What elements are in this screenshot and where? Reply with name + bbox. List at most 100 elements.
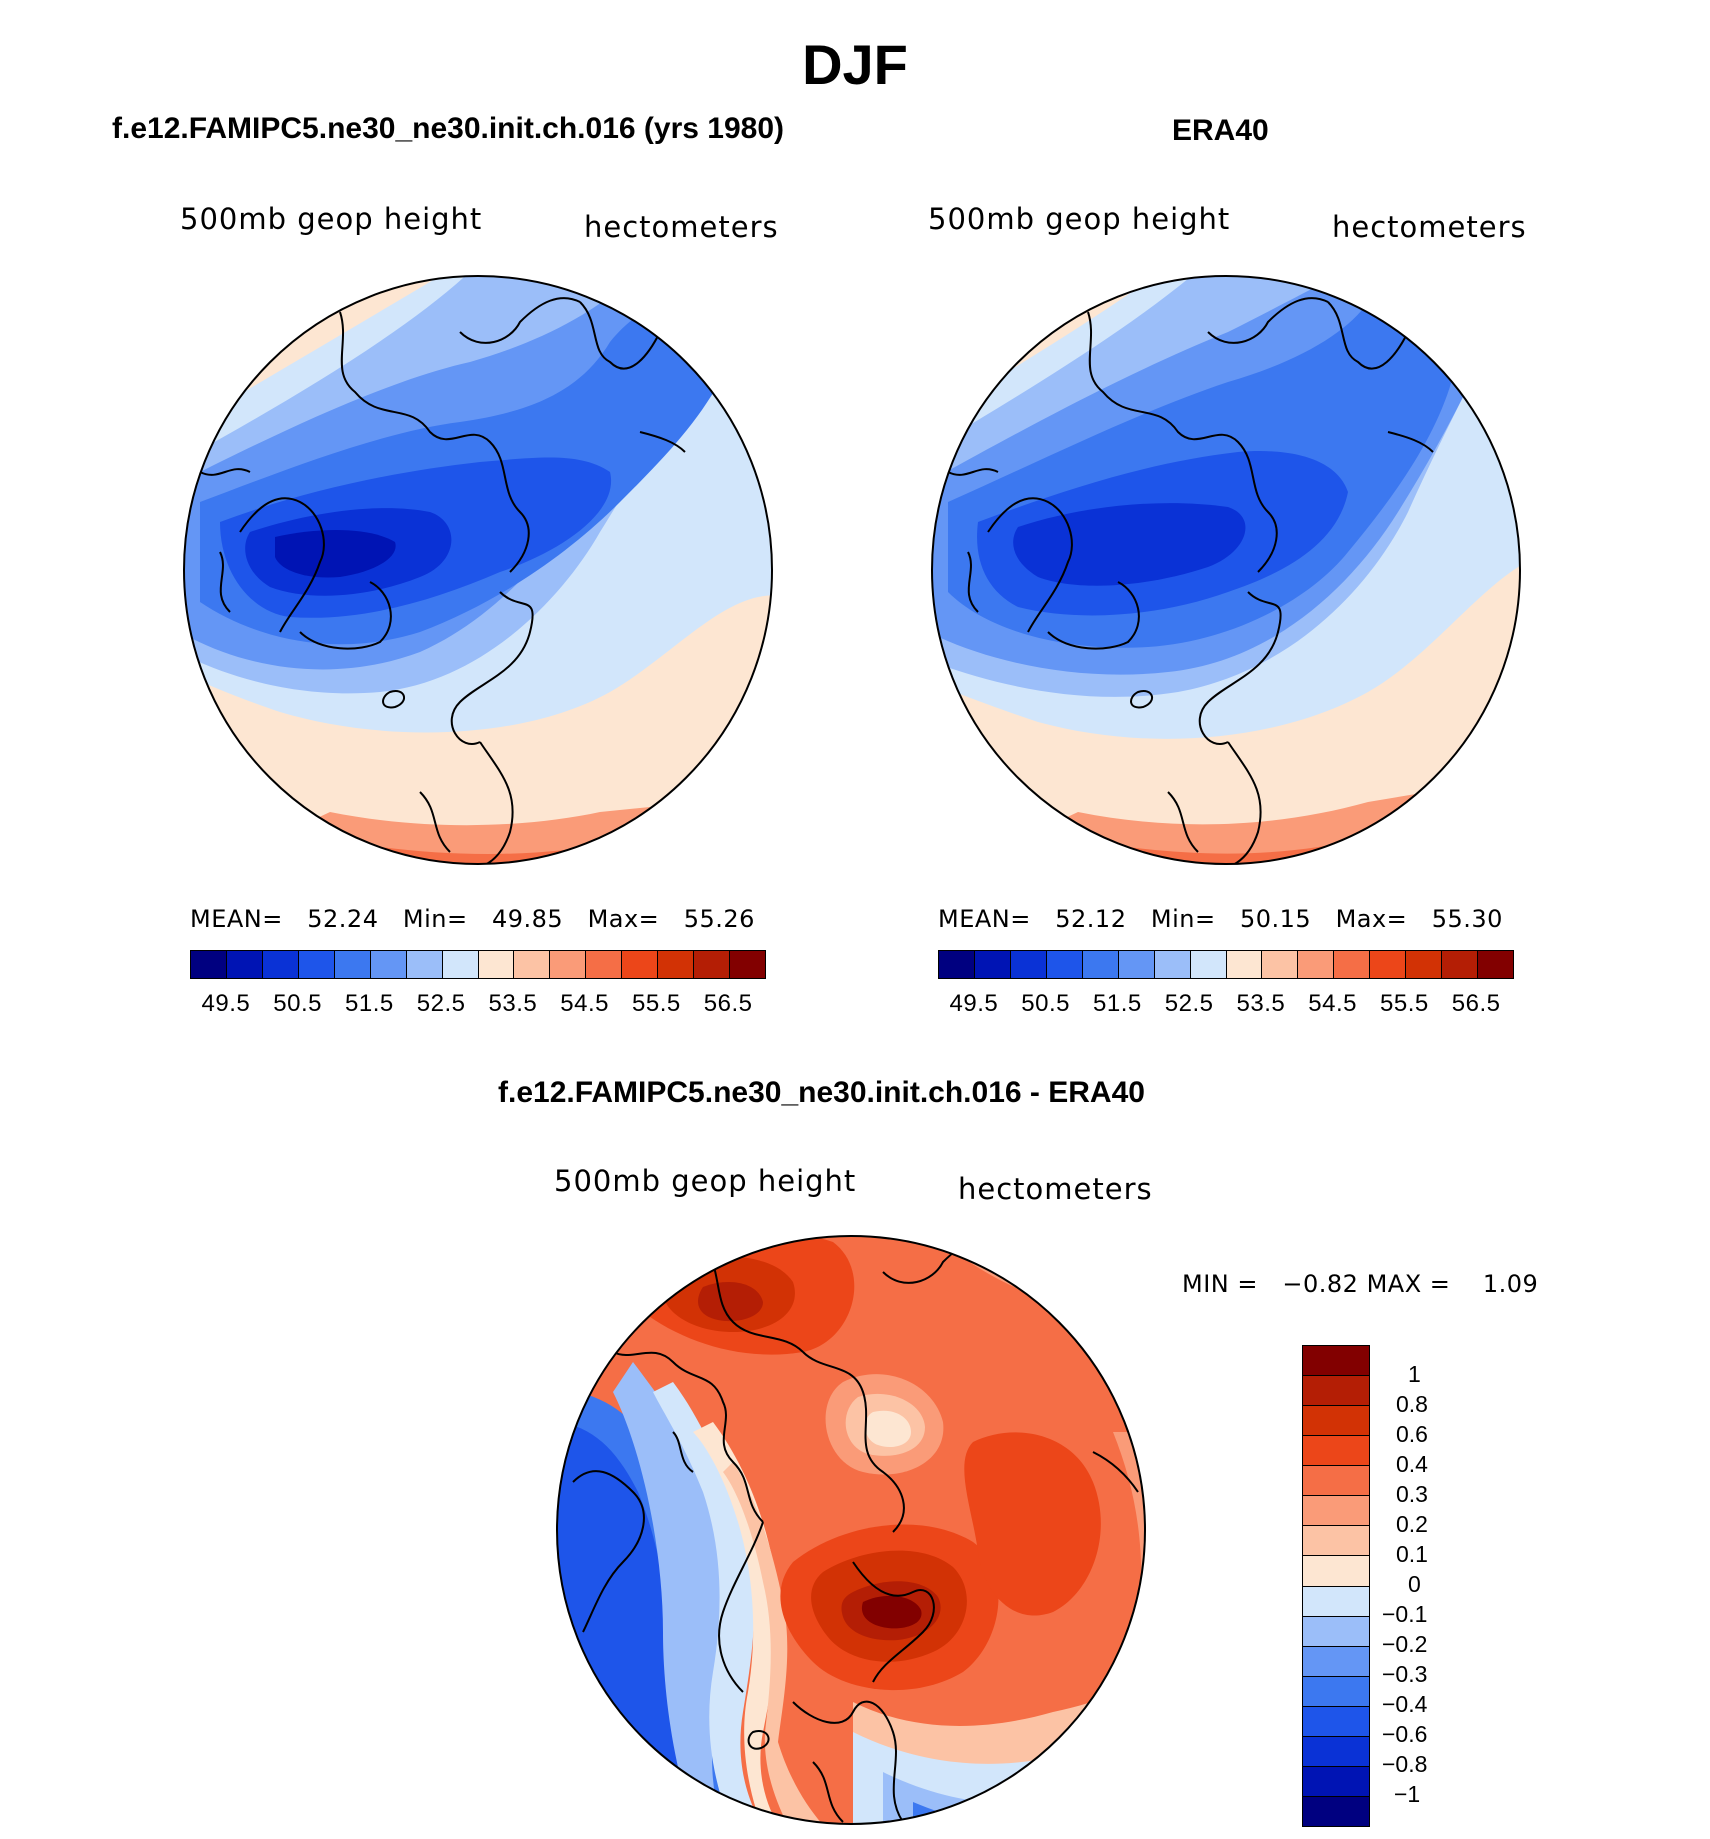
colorbar-swatch: [1334, 951, 1371, 978]
colorbar-tick-label: 0.1: [1396, 1541, 1428, 1567]
obs-units-label: hectometers: [1332, 210, 1527, 244]
colorbar-swatch: [1303, 1406, 1369, 1437]
colorbar-swatch: [1303, 1796, 1369, 1826]
model-panel-title: f.e12.FAMIPC5.ne30_ne30.init.ch.016 (yrs…: [112, 112, 784, 145]
colorbar-swatch: [586, 951, 623, 978]
colorbar-swatch: [1370, 951, 1407, 978]
colorbar-swatch: [694, 951, 731, 978]
colorbar-tick-label: 51.5: [345, 990, 394, 1017]
colorbar-swatch: [1303, 1436, 1369, 1467]
diff-colorbar-ticks: 1 0.8 0.6 0.4 0.3 0.2 0.1 0 −0.1 −0.2 −0.3 −0.4 −0.6…: [1382, 1345, 1462, 1825]
colorbar-swatch: [1303, 1556, 1369, 1587]
colorbar-swatch: [939, 951, 975, 978]
colorbar-tick-label: 54.5: [1308, 990, 1357, 1017]
season-title: DJF: [802, 33, 908, 96]
colorbar-swatch: [1303, 1646, 1369, 1677]
colorbar-swatch: [1303, 1496, 1369, 1527]
colorbar-tick-label: −0.6: [1382, 1721, 1428, 1747]
diff-stats: MIN = −0.82 MAX = 1.09: [1182, 1270, 1538, 1298]
colorbar-swatch: [974, 951, 1011, 978]
colorbar-swatch: [658, 951, 695, 978]
colorbar-tick-label: 0.6: [1396, 1421, 1428, 1447]
colorbar-swatch: [370, 951, 407, 978]
colorbar-tick-label: 55.5: [1380, 990, 1429, 1017]
colorbar-swatch: [334, 951, 371, 978]
colorbar-tick-label: 54.5: [560, 990, 609, 1017]
colorbar-tick-label: −0.8: [1382, 1751, 1428, 1777]
model-min-value: 49.85: [491, 905, 564, 933]
colorbar-swatch: [1442, 951, 1479, 978]
obs-colorbar: [938, 950, 1514, 979]
obs-mean-value: 52.12: [1055, 905, 1127, 933]
obs-polar-map: [931, 275, 1521, 865]
obs-colorbar-ticks: 49.5 50.5 51.5 52.5 53.5 54.5 55.5 56.5: [938, 990, 1512, 1020]
colorbar-tick-label: 0: [1408, 1571, 1421, 1597]
colorbar-tick-label: 51.5: [1093, 990, 1142, 1017]
colorbar-swatch: [1303, 1706, 1369, 1737]
colorbar-swatch: [1046, 951, 1083, 978]
obs-min-value: 50.15: [1239, 905, 1312, 933]
obs-stats: MEAN= 52.12 Min= 50.15 Max= 55.30: [938, 905, 1503, 933]
model-colorbar-ticks: 49.5 50.5 51.5 52.5 53.5 54.5 55.5 56.5: [190, 990, 764, 1020]
diff-max-label: MAX =: [1366, 1270, 1451, 1298]
colorbar-swatch: [298, 951, 335, 978]
colorbar-tick-label: 49.5: [201, 990, 251, 1017]
colorbar-swatch: [1406, 951, 1443, 978]
colorbar-tick-label: 50.5: [273, 990, 322, 1017]
colorbar-swatch: [514, 951, 551, 978]
diff-max-value: 1.09: [1482, 1270, 1539, 1298]
colorbar-swatch: [1303, 1466, 1369, 1497]
colorbar-swatch: [1082, 951, 1119, 978]
colorbar-tick-label: 50.5: [1021, 990, 1070, 1017]
colorbar-swatch: [1303, 1586, 1369, 1617]
colorbar-swatch: [1303, 1616, 1369, 1647]
colorbar-swatch: [442, 951, 479, 978]
obs-max-value: 55.30: [1431, 905, 1503, 933]
colorbar-swatch: [1154, 951, 1191, 978]
diff-colorbar: [1302, 1345, 1370, 1827]
colorbar-tick-label: 52.5: [416, 990, 466, 1017]
obs-mean-label: MEAN=: [938, 905, 1031, 933]
colorbar-swatch: [1298, 951, 1335, 978]
obs-min-label: Min=: [1150, 905, 1216, 933]
colorbar-swatch: [1478, 951, 1513, 978]
diff-units-label: hectometers: [958, 1172, 1153, 1206]
colorbar-tick-label: −0.4: [1382, 1691, 1428, 1717]
colorbar-swatch: [406, 951, 443, 978]
colorbar-tick-label: 56.5: [1451, 990, 1501, 1017]
colorbar-swatch: [1303, 1376, 1369, 1407]
colorbar-swatch: [1303, 1766, 1369, 1797]
model-mean-label: MEAN=: [190, 905, 283, 933]
colorbar-tick-label: −0.2: [1382, 1631, 1428, 1657]
colorbar-swatch: [1190, 951, 1227, 978]
colorbar-swatch: [730, 951, 765, 978]
diff-polar-map: [556, 1235, 1146, 1825]
model-units-label: hectometers: [584, 210, 779, 244]
model-colorbar: [190, 950, 766, 979]
model-max-value: 55.26: [683, 905, 755, 933]
diff-variable-label: 500mb geop height: [554, 1164, 857, 1198]
colorbar-tick-label: −0.1: [1382, 1601, 1428, 1627]
diff-min-value: −0.82: [1282, 1270, 1359, 1298]
colorbar-tick-label: −1: [1394, 1781, 1421, 1807]
model-polar-map: [183, 275, 773, 865]
colorbar-swatch: [1226, 951, 1263, 978]
colorbar-swatch: [1303, 1676, 1369, 1707]
colorbar-tick-label: −0.3: [1382, 1661, 1428, 1687]
model-max-label: Max=: [587, 905, 660, 933]
colorbar-tick-label: 53.5: [488, 990, 538, 1017]
colorbar-swatch: [1303, 1526, 1369, 1557]
obs-max-label: Max=: [1335, 905, 1408, 933]
model-min-label: Min=: [402, 905, 468, 933]
obs-panel-title: ERA40: [1172, 114, 1269, 147]
colorbar-swatch: [1118, 951, 1155, 978]
colorbar-swatch: [1303, 1346, 1369, 1377]
colorbar-tick-label: 0.8: [1396, 1391, 1428, 1417]
colorbar-swatch: [622, 951, 659, 978]
colorbar-tick-label: 0.2: [1396, 1511, 1428, 1537]
colorbar-tick-label: 53.5: [1236, 990, 1286, 1017]
colorbar-tick-label: 0.4: [1396, 1451, 1428, 1477]
colorbar-swatch: [1010, 951, 1047, 978]
colorbar-tick-label: 55.5: [632, 990, 681, 1017]
colorbar-swatch: [1262, 951, 1299, 978]
